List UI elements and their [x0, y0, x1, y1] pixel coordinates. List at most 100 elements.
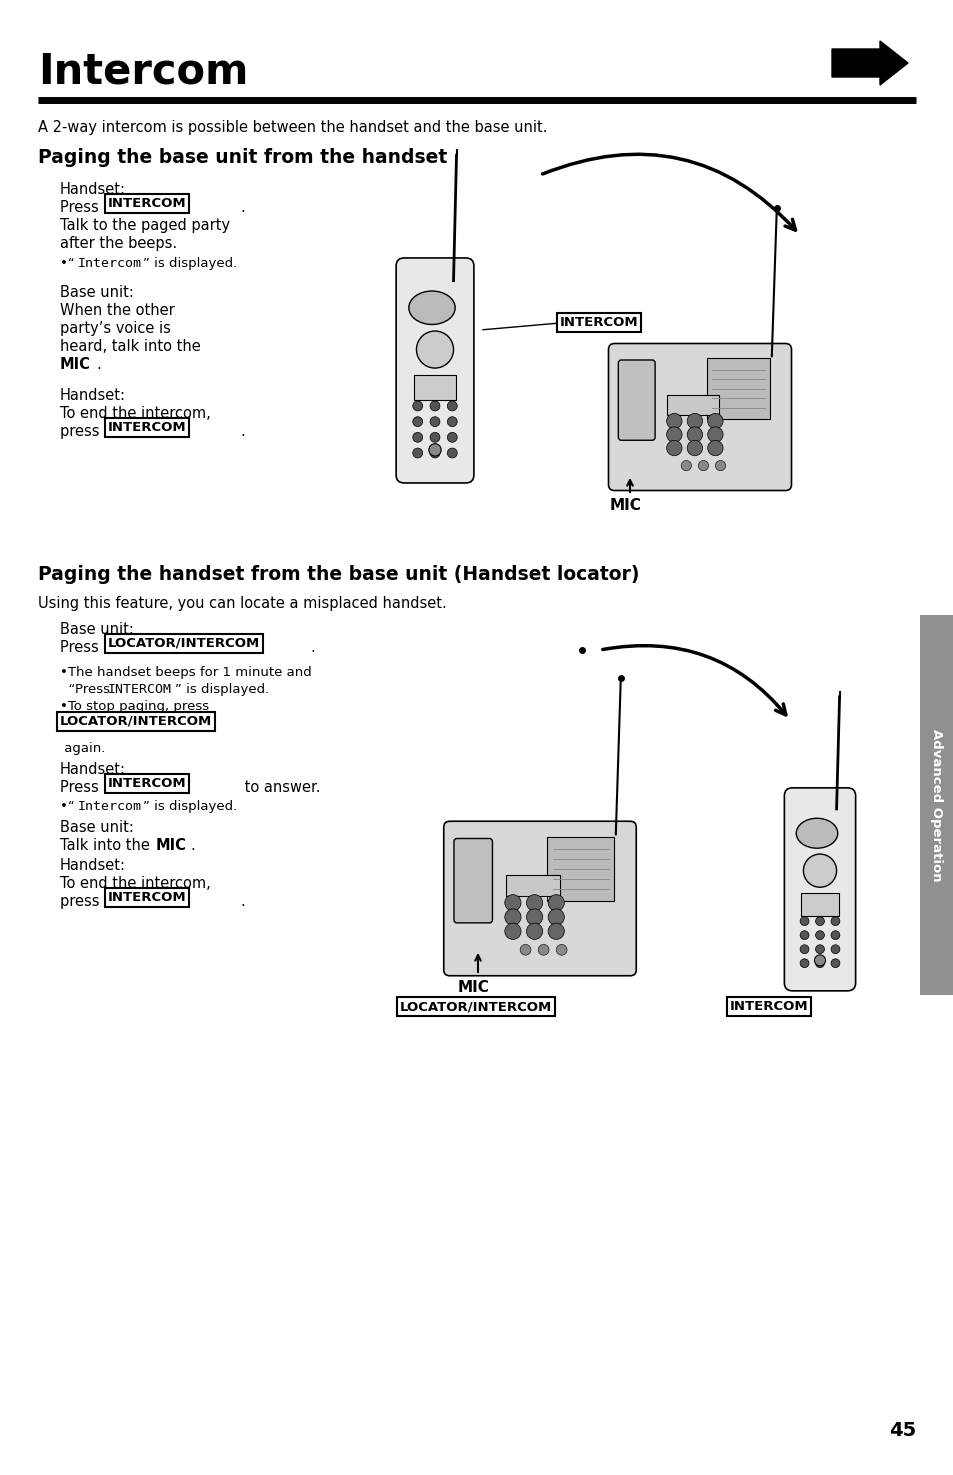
Text: .: .	[190, 838, 194, 853]
Circle shape	[430, 448, 439, 457]
Circle shape	[815, 959, 823, 968]
Circle shape	[413, 432, 422, 442]
Circle shape	[430, 432, 439, 442]
Text: “Press: “Press	[60, 683, 114, 696]
Text: .: .	[96, 357, 101, 372]
Circle shape	[800, 917, 808, 925]
Circle shape	[814, 954, 824, 966]
Circle shape	[815, 945, 823, 954]
Circle shape	[548, 909, 564, 925]
Circle shape	[800, 931, 808, 940]
Text: INTERCOM: INTERCOM	[108, 198, 187, 209]
Text: Press: Press	[60, 640, 103, 655]
Circle shape	[447, 401, 456, 412]
Text: .: .	[240, 201, 245, 215]
Text: INTERCOM: INTERCOM	[559, 316, 638, 329]
Circle shape	[504, 895, 520, 912]
Circle shape	[429, 444, 440, 456]
Text: press: press	[60, 423, 104, 440]
Text: Press: Press	[60, 201, 103, 215]
Circle shape	[504, 923, 520, 940]
Text: MIC: MIC	[156, 838, 187, 853]
Text: Base unit:: Base unit:	[60, 820, 133, 835]
Text: ” is displayed.: ” is displayed.	[143, 257, 237, 270]
Circle shape	[830, 931, 839, 940]
Text: .: .	[240, 423, 245, 440]
Polygon shape	[831, 41, 907, 86]
Circle shape	[707, 413, 722, 429]
Text: •“: •“	[60, 799, 74, 813]
Circle shape	[447, 432, 456, 442]
Text: press: press	[60, 894, 104, 909]
Text: Base unit:: Base unit:	[60, 285, 133, 299]
Text: INTERCOM: INTERCOM	[108, 420, 187, 434]
Text: after the beeps.: after the beeps.	[60, 236, 177, 251]
Circle shape	[830, 917, 839, 925]
Text: Handset:: Handset:	[60, 181, 126, 198]
Text: to answer.: to answer.	[240, 780, 320, 795]
Circle shape	[416, 330, 453, 369]
Text: Intercom: Intercom	[78, 257, 142, 270]
Circle shape	[800, 945, 808, 954]
Circle shape	[504, 909, 520, 925]
Circle shape	[447, 417, 456, 426]
Text: heard, talk into the: heard, talk into the	[60, 339, 200, 354]
Circle shape	[686, 426, 701, 442]
Circle shape	[526, 909, 542, 925]
Circle shape	[680, 460, 691, 471]
Circle shape	[430, 417, 439, 426]
FancyBboxPatch shape	[414, 375, 455, 400]
Text: Handset:: Handset:	[60, 763, 126, 777]
FancyArrowPatch shape	[542, 155, 795, 230]
Text: LOCATOR/INTERCOM: LOCATOR/INTERCOM	[108, 637, 260, 650]
Text: Base unit:: Base unit:	[60, 622, 133, 637]
Circle shape	[526, 923, 542, 940]
FancyBboxPatch shape	[608, 344, 791, 491]
Text: ” is displayed.: ” is displayed.	[174, 683, 269, 696]
Circle shape	[548, 923, 564, 940]
FancyBboxPatch shape	[505, 875, 559, 897]
Circle shape	[413, 417, 422, 426]
Text: •To stop paging, press: •To stop paging, press	[60, 701, 209, 712]
Circle shape	[556, 944, 566, 956]
Circle shape	[413, 448, 422, 457]
Circle shape	[815, 917, 823, 925]
Ellipse shape	[796, 819, 837, 848]
Circle shape	[815, 931, 823, 940]
Text: Intercom: Intercom	[78, 799, 142, 813]
FancyArrowPatch shape	[602, 646, 785, 715]
Circle shape	[413, 401, 422, 412]
Text: LOCATOR/INTERCOM: LOCATOR/INTERCOM	[399, 1000, 552, 1013]
Text: Paging the base unit from the handset: Paging the base unit from the handset	[38, 148, 447, 167]
Text: Advanced Operation: Advanced Operation	[929, 729, 943, 881]
Circle shape	[715, 460, 725, 471]
Text: 45: 45	[888, 1420, 915, 1440]
Text: party’s voice is: party’s voice is	[60, 322, 171, 336]
FancyBboxPatch shape	[919, 615, 953, 996]
FancyBboxPatch shape	[618, 360, 655, 440]
Circle shape	[686, 441, 701, 456]
Text: .: .	[310, 640, 314, 655]
Circle shape	[800, 959, 808, 968]
Text: INTERCOM: INTERCOM	[108, 683, 172, 696]
Circle shape	[447, 448, 456, 457]
FancyBboxPatch shape	[443, 822, 636, 976]
Text: LOCATOR/INTERCOM: LOCATOR/INTERCOM	[60, 715, 212, 729]
FancyBboxPatch shape	[395, 258, 474, 482]
Text: When the other: When the other	[60, 302, 174, 319]
Text: Press: Press	[60, 780, 103, 795]
Text: INTERCOM: INTERCOM	[108, 777, 187, 791]
Text: Handset:: Handset:	[60, 388, 126, 403]
Text: •“: •“	[60, 257, 74, 270]
FancyBboxPatch shape	[546, 836, 614, 901]
Text: Intercom: Intercom	[38, 50, 248, 91]
Circle shape	[686, 413, 701, 429]
FancyBboxPatch shape	[783, 788, 855, 991]
Circle shape	[707, 426, 722, 442]
Text: Talk to the paged party: Talk to the paged party	[60, 218, 230, 233]
Circle shape	[666, 441, 681, 456]
Text: To end the intercom,: To end the intercom,	[60, 876, 211, 891]
Text: A 2-way intercom is possible between the handset and the base unit.: A 2-way intercom is possible between the…	[38, 119, 547, 136]
Text: •The handset beeps for 1 minute and: •The handset beeps for 1 minute and	[60, 667, 312, 678]
Circle shape	[698, 460, 708, 471]
